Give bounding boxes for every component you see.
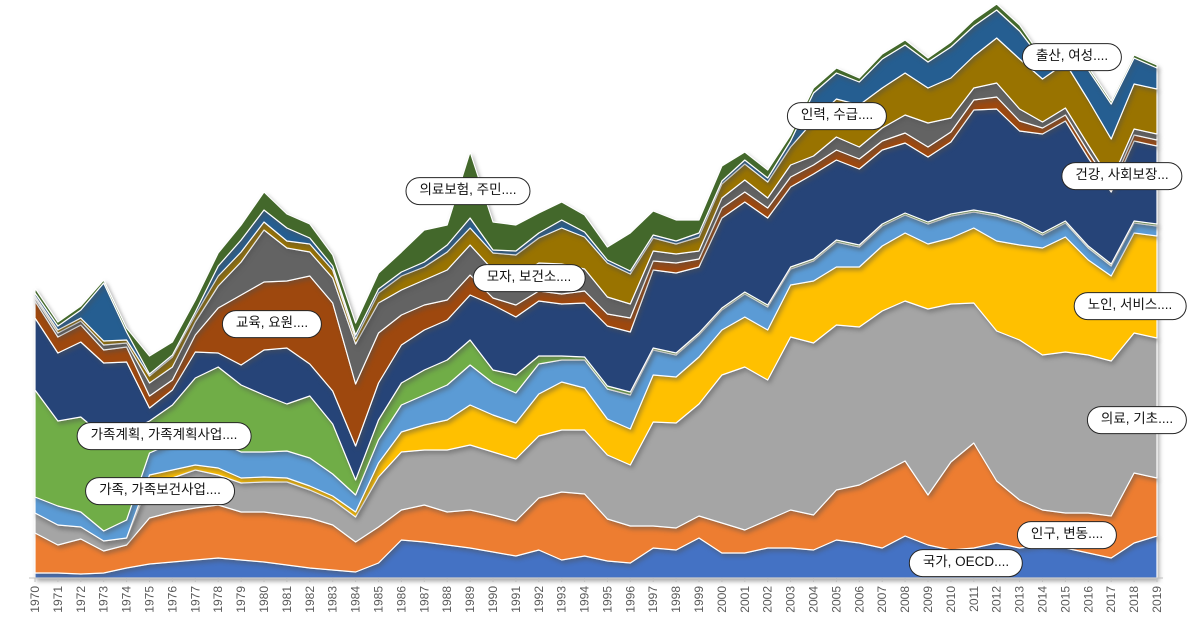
- x-axis-tick-label: 1994: [578, 586, 592, 613]
- callout-label-11: 국가, OECD....: [908, 549, 1024, 577]
- x-axis-tick-label: 1970: [28, 586, 42, 613]
- x-axis-tick-label: 1976: [165, 586, 179, 613]
- callout-label-6: 교육, 요원....: [221, 310, 323, 338]
- x-axis-tick-label: 1991: [509, 586, 523, 613]
- x-axis-tick-label: 1987: [417, 586, 431, 613]
- x-axis-tick-label: 1995: [600, 586, 614, 613]
- x-axis-tick-label: 2009: [921, 586, 935, 613]
- callout-label-10: 인구, 변동....: [1016, 521, 1118, 549]
- x-axis-tick-label: 2012: [990, 586, 1004, 613]
- x-axis-tick-label: 1997: [646, 586, 660, 613]
- x-axis-tick-label: 2011: [967, 586, 981, 612]
- x-axis-group: 1970 1971 1972 1973 1974 1975 1976 1977 1978 1979…: [28, 577, 1164, 613]
- x-axis-tick-label: 1983: [326, 586, 340, 613]
- x-axis-tick-label: 1981: [280, 586, 294, 613]
- x-axis-tick-label: 1978: [211, 586, 225, 613]
- x-axis-tick-label: 1996: [623, 586, 637, 613]
- x-axis-tick-label: 2003: [784, 586, 798, 613]
- x-axis-tick-label: 1977: [188, 586, 202, 613]
- x-axis-tick-label: 1992: [532, 586, 546, 613]
- x-axis-tick-label: 1979: [234, 586, 248, 613]
- x-axis-tick-label: 1990: [486, 586, 500, 613]
- x-axis-tick-label: 1971: [51, 586, 65, 613]
- callout-label-5: 노인, 서비스....: [1073, 292, 1187, 320]
- x-axis-tick-label: 2019: [1150, 586, 1164, 613]
- x-axis-tick-label: 2005: [829, 586, 843, 613]
- x-axis-tick-label: 1986: [394, 586, 408, 613]
- callout-label-3: 의료보험, 주민....: [405, 177, 531, 205]
- x-axis-tick-label: 2001: [738, 586, 752, 613]
- x-axis-tick-label: 1993: [555, 586, 569, 613]
- x-axis-tick-label: 2008: [898, 586, 912, 613]
- x-axis-tick-label: 2015: [1058, 586, 1072, 613]
- callout-label-2: 건강, 사회보장...: [1061, 162, 1183, 190]
- x-axis-tick-label: 1980: [257, 586, 271, 613]
- x-axis-tick-label: 1999: [692, 586, 706, 613]
- area-series-11: 의료보험, 주민....: [34, 3, 1158, 375]
- x-axis-tick-label: 2017: [1104, 586, 1118, 613]
- x-axis-tick-label: 2004: [807, 586, 821, 613]
- x-axis-tick-label: 1989: [463, 586, 477, 613]
- callout-label-8: 가족계획, 가족계획사업....: [76, 422, 252, 450]
- x-axis-tick-label: 1984: [349, 586, 363, 613]
- x-axis-tick-label: 1974: [120, 586, 134, 613]
- x-axis-tick-label: 2007: [875, 586, 889, 613]
- x-axis-tick-label: 1972: [74, 586, 88, 613]
- callout-label-4: 모자, 보건소....: [472, 264, 586, 292]
- x-axis-tick-label: 2013: [1013, 586, 1027, 613]
- x-axis-tick-label: 1988: [440, 586, 454, 613]
- x-axis-tick-label: 2018: [1127, 586, 1141, 613]
- x-axis-tick-label: 2000: [715, 586, 729, 613]
- x-axis-tick-label: 2002: [761, 586, 775, 613]
- x-axis-tick-label: 1973: [97, 586, 111, 613]
- callout-label-0: 출산, 여성....: [1021, 43, 1123, 71]
- x-axis-tick-label: 2014: [1036, 586, 1050, 613]
- x-axis-tick-label: 1998: [669, 586, 683, 613]
- callout-label-1: 인력, 수급....: [786, 102, 888, 130]
- x-axis-tick-label: 2010: [944, 586, 958, 613]
- x-axis-tick-label: 2006: [852, 586, 866, 613]
- callout-label-9: 가족, 가족보건사업....: [85, 477, 235, 505]
- x-axis-tick-label: 2016: [1081, 586, 1095, 613]
- x-axis-tick-label: 1982: [303, 586, 317, 613]
- x-axis-tick-label: 1985: [372, 586, 386, 613]
- x-axis-tick-label: 1975: [143, 586, 157, 613]
- callout-label-7: 의료, 기초....: [1086, 406, 1188, 434]
